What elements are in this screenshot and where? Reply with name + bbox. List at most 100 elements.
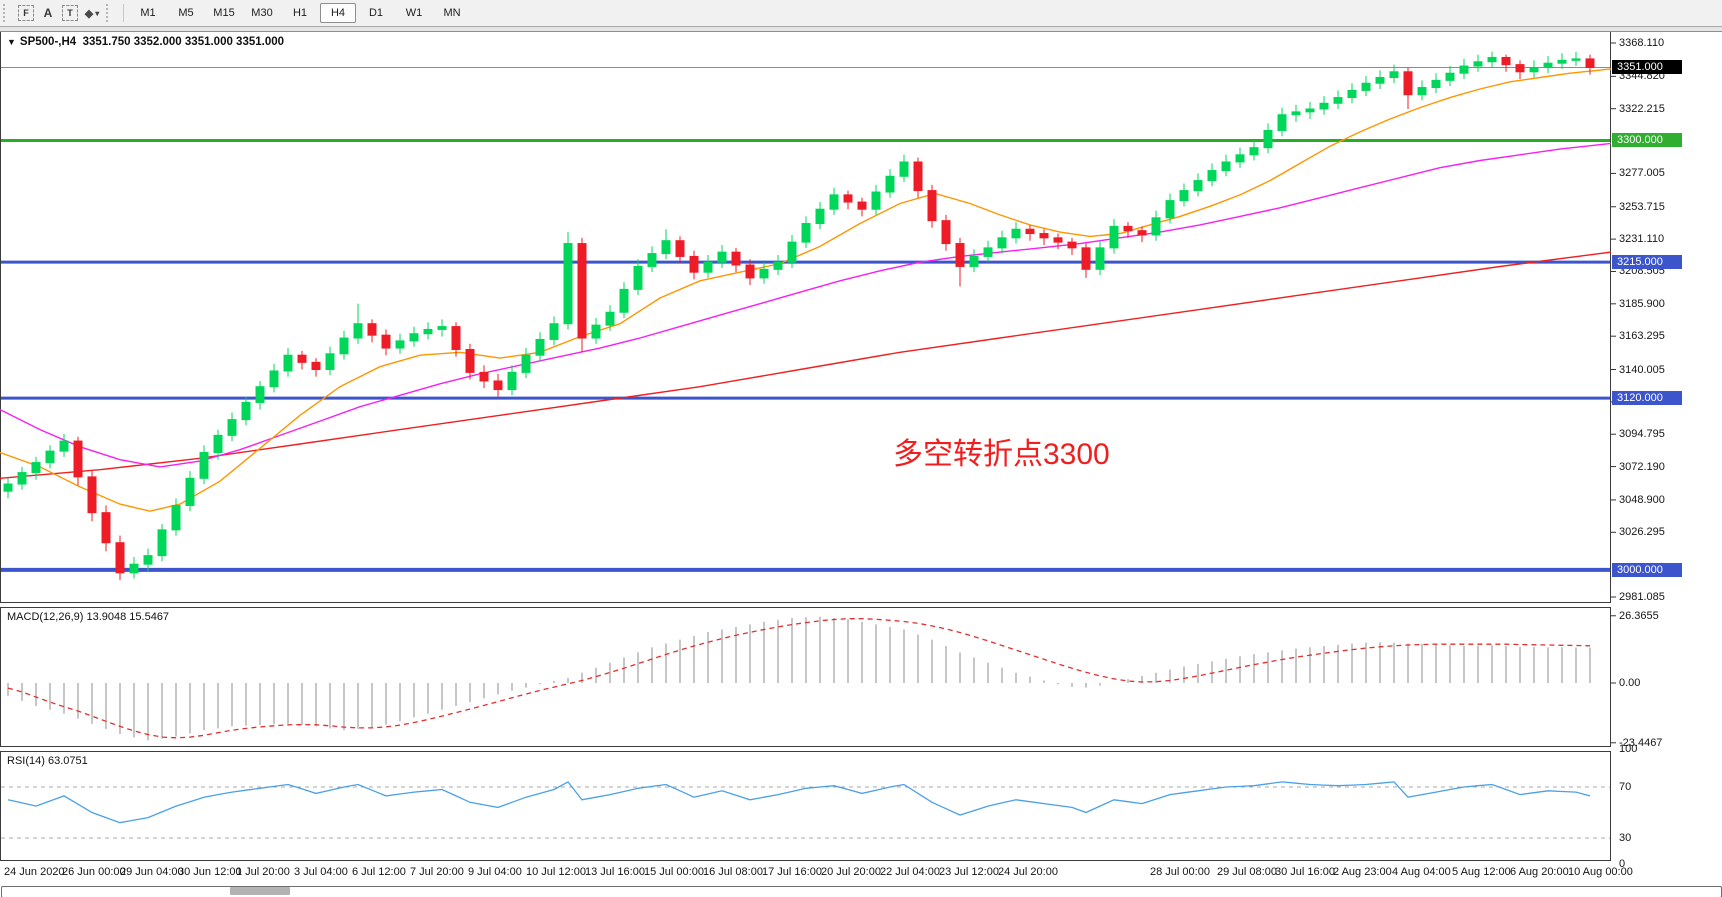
time-label: 4 Aug 04:00 — [1392, 866, 1451, 878]
time-label: 6 Aug 20:00 — [1510, 866, 1569, 878]
candle-bearish — [689, 255, 699, 273]
candle-bearish — [1081, 247, 1091, 270]
candle-bullish — [241, 401, 251, 421]
toolbar-grip-handle-2[interactable] — [106, 4, 114, 22]
shapes-icon[interactable]: ◆ ▾ — [81, 3, 103, 23]
candle-bearish — [1067, 241, 1077, 249]
timeframe-button-d1[interactable]: D1 — [368, 7, 384, 19]
candle-bearish — [1403, 71, 1413, 96]
rsi-panel-frame[interactable] — [0, 751, 1611, 861]
candle-bullish — [787, 241, 797, 263]
candle-bullish — [605, 311, 615, 326]
candle-bullish — [227, 419, 237, 436]
timeframe-button-m1[interactable]: M1 — [140, 7, 156, 19]
timeframe-button-m30[interactable]: M30 — [251, 7, 273, 19]
candle-bullish — [129, 563, 139, 574]
timeframe-button-mn[interactable]: MN — [443, 7, 461, 19]
timeframe-button-h4[interactable]: H4 — [320, 3, 356, 23]
rsi-indicator — [1, 781, 1610, 839]
price-tick-label: 3140.005 — [1619, 363, 1665, 376]
candle-bullish — [45, 450, 55, 464]
candle-bullish — [1487, 56, 1497, 63]
time-label: 29 Jun 04:00 — [120, 866, 184, 878]
frame-f-glyph: F — [18, 5, 34, 21]
dropdown-caret-icon[interactable]: ▾ — [95, 8, 100, 18]
time-label: 15 Jul 00:00 — [644, 866, 704, 878]
macd-tick-label: -23.4467 — [1619, 736, 1663, 749]
scrollbar-thumb[interactable] — [230, 887, 290, 895]
candle-bullish — [339, 337, 349, 355]
text-box-icon[interactable]: T — [59, 3, 81, 23]
candle-bullish — [31, 462, 41, 474]
macd-panel-frame[interactable] — [0, 607, 1611, 747]
candle-bearish — [927, 190, 937, 222]
timeframe-button-group: M1 M5 M15 M30 H1 H4 D1 W1 MN — [129, 3, 471, 23]
candle-bullish — [1235, 154, 1245, 163]
candle-bearish — [1137, 230, 1147, 236]
quote-ohlc-label: 3351.750 3352.000 3351.000 3351.000 — [82, 36, 285, 48]
candle-bearish — [857, 201, 867, 210]
candle-bearish — [381, 334, 391, 349]
ma-mid-magenta-line — [0, 142, 1612, 468]
candle-bullish — [1319, 102, 1329, 110]
candle-bullish — [325, 353, 335, 371]
candle-bullish — [1011, 228, 1021, 239]
candle-bullish — [773, 261, 783, 270]
price-marker-3215: 3215.000 — [1612, 255, 1682, 270]
macd-signal-line — [7, 618, 1591, 739]
macd-indicator — [7, 616, 1591, 741]
collapse-triangle-icon[interactable]: ▼ — [7, 37, 16, 47]
timeframe-button-m5[interactable]: M5 — [178, 7, 194, 19]
time-label: 30 Jul 16:00 — [1275, 866, 1335, 878]
candle-bullish — [199, 452, 209, 479]
candle-bullish — [409, 333, 419, 342]
toolbar-separator — [123, 4, 124, 22]
dashed-frame-f-icon[interactable]: F — [15, 3, 37, 23]
text-label-icon[interactable]: A — [37, 3, 59, 23]
horizontal-scrollbar[interactable] — [1, 886, 1722, 897]
candle-bullish — [1277, 114, 1287, 131]
candle-bearish — [479, 371, 489, 382]
price-tick-label: 3368.110 — [1619, 37, 1665, 49]
candle-bullish — [1291, 111, 1301, 116]
timeframe-button-h1[interactable]: H1 — [292, 7, 308, 19]
time-label: 16 Jul 08:00 — [703, 866, 763, 878]
candle-bullish — [1417, 87, 1427, 96]
time-label: 29 Jul 08:00 — [1217, 866, 1277, 878]
candle-bearish — [843, 194, 853, 203]
candle-bullish — [899, 161, 909, 177]
candle-bullish — [213, 434, 223, 454]
candle-bullish — [1333, 97, 1343, 104]
toolbar-grip-handle[interactable] — [3, 4, 11, 22]
time-label: 22 Jul 04:00 — [880, 866, 940, 878]
candle-bullish — [1165, 200, 1175, 219]
rsi-line — [7, 781, 1591, 824]
candle-bullish — [171, 505, 181, 531]
timeframe-button-w1[interactable]: W1 — [405, 7, 423, 19]
toolbar-shadow — [0, 27, 1722, 32]
price-tick-label: 3048.900 — [1619, 493, 1665, 506]
main-panel-frame[interactable] — [0, 31, 1611, 603]
time-label: 26 Jun 00:00 — [62, 866, 126, 878]
price-tick-label: 3185.900 — [1619, 297, 1665, 310]
candle-bearish — [115, 542, 125, 574]
candle-bullish — [647, 253, 657, 267]
price-tick-label: 3277.005 — [1619, 167, 1665, 180]
candle-bullish — [1179, 190, 1189, 202]
timeframe-button-m15[interactable]: M15 — [213, 7, 235, 19]
rsi-tick-label: 0 — [1619, 858, 1626, 870]
symbol-period-label: SP500-,H4 — [19, 36, 77, 48]
rsi-tick-label: 30 — [1619, 832, 1632, 844]
ma-slow-red-line — [0, 251, 1612, 479]
candle-bullish — [3, 483, 13, 492]
candle-bullish — [1375, 77, 1385, 84]
candle-bearish — [1585, 58, 1595, 68]
candle-bearish — [311, 361, 321, 371]
price-tick-label: 3231.110 — [1619, 233, 1665, 246]
rsi-tick-label: 70 — [1619, 781, 1632, 793]
candle-bullish — [829, 194, 839, 210]
time-label: 10 Aug 00:00 — [1568, 866, 1633, 878]
time-label: 24 Jun 2020 — [4, 866, 65, 878]
